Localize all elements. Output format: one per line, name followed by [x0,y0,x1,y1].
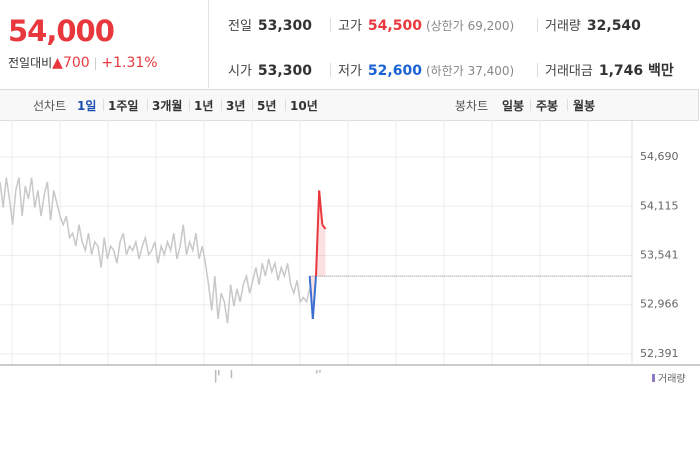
change-pct: +1.31% [101,55,158,71]
price-line [0,177,311,324]
stat: 거래량 32,540 [545,15,641,34]
separator [330,63,331,77]
stat-note: (상한가 69,200) [425,19,515,33]
price-segment [311,276,317,320]
stat: 전일 53,300 [228,15,312,34]
legend-label: 거래량 [658,373,686,385]
stat-value: 53,300 [257,63,312,79]
stat-label: 거래량 [545,19,581,34]
separator [567,99,568,111]
tab-heading: 선차트 [33,99,67,113]
separator [221,99,222,111]
stat-value: 1,746 백만 [598,63,674,79]
stat-label: 거래대금 [545,64,593,79]
range-tab[interactable]: 1일 [77,99,97,113]
stat-value: 52,600 [367,63,422,79]
change-value: 700 [62,55,90,71]
candle-tab[interactable]: 일봉 [502,99,525,113]
range-tab[interactable]: 10년 [290,99,318,113]
current-price: 54,000 [8,14,115,48]
separator [537,63,538,77]
y-tick-label: 54,115 [640,199,679,212]
volume-bar [214,370,217,383]
y-tick-label: 52,391 [640,347,679,360]
price-segment [315,190,321,277]
volume-bar [230,370,233,379]
tab-heading: 봉차트 [455,99,489,113]
stat-value: 53,300 [257,18,312,34]
range-tab[interactable]: 5년 [257,99,277,113]
volume-bar [319,370,321,373]
separator [147,99,148,111]
tab-bar: 선차트 1일 1주일 3개월 1년 3년 5년 10년 봉차트 일봉 주봉 월봉 [0,89,699,121]
separator [330,18,331,32]
separator [530,99,531,111]
y-tick-label: 52,966 [640,298,679,311]
legend-swatch [652,374,655,382]
separator [189,99,190,111]
stat: 저가 52,600 (하한가 37,400) [338,60,514,79]
volume-bar [316,370,318,374]
separator [537,18,538,32]
stat-label: 시가 [228,64,252,79]
price-segment [308,276,314,320]
candle-tab[interactable]: 주봉 [536,99,559,113]
range-tab[interactable]: 3년 [226,99,246,113]
stat-label: 전일 [228,19,252,34]
separator [252,99,253,111]
y-tick-label: 54,690 [640,150,679,163]
y-tick-label: 53,541 [640,248,679,261]
separator [285,99,286,111]
stat: 고가 54,500 (상한가 69,200) [338,15,514,34]
candle-tab[interactable]: 월봉 [573,99,596,113]
chart: 54,690 54,115 53,541 52,966 52,391 거래량 [0,120,700,385]
price-segment [318,190,324,225]
range-tab[interactable]: 1주일 [108,99,139,113]
range-tab[interactable]: 1년 [194,99,214,113]
stat: 시가 53,300 [228,60,312,79]
stat-value: 32,540 [586,18,641,34]
volume-bar [218,370,220,376]
separator [103,99,104,111]
stat-value: 54,500 [367,18,422,34]
stat-label: 고가 [338,19,362,34]
change-label: 전일대비 [8,56,53,70]
stat-note: (하한가 37,400) [425,64,515,78]
stat-label: 저가 [338,64,362,79]
change: 전일대비▲700 | +1.31% [8,55,158,71]
range-tab[interactable]: 3개월 [152,99,183,113]
change-sign: ▲ [52,55,63,71]
price-segment [321,224,327,230]
price-panel: 54,000 전일대비▲700 | +1.31% [0,0,209,88]
stat: 거래대금 1,746 백만 [545,60,674,80]
